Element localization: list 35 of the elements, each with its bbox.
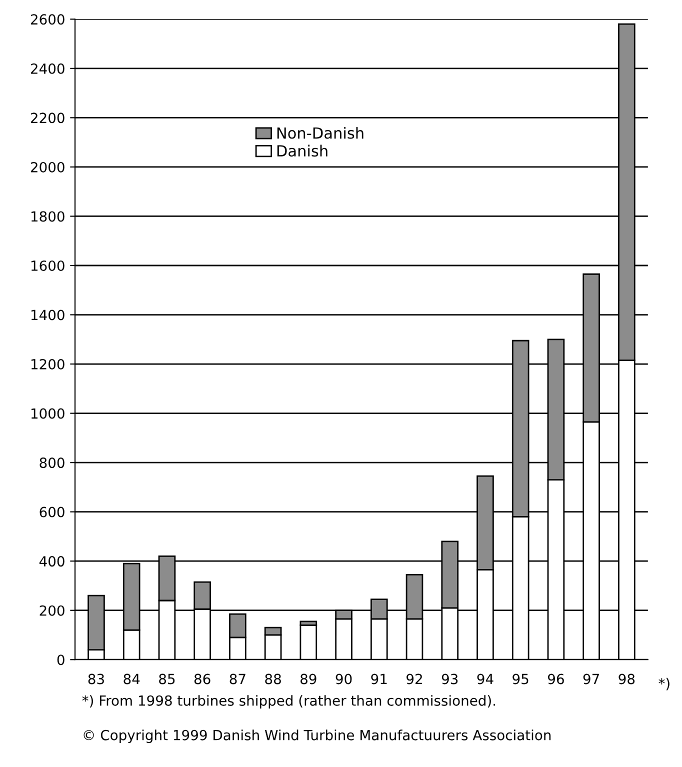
legend-label: Danish bbox=[277, 144, 328, 157]
x-tick-label: 87 bbox=[230, 674, 246, 684]
x-tick-label: 95 bbox=[512, 674, 528, 684]
y-tick-label: 2600 bbox=[30, 14, 64, 25]
x-tick-label: 96 bbox=[548, 674, 564, 684]
x-tick-label: 97 bbox=[583, 674, 599, 684]
legend-label: Non-Danish bbox=[277, 126, 364, 139]
y-tick-label: 1400 bbox=[31, 310, 64, 320]
y-tick-label: 2000 bbox=[30, 162, 64, 172]
y-tick-label: 200 bbox=[40, 605, 64, 616]
x-tick-label: 93 bbox=[442, 674, 458, 684]
y-tick-label: 1600 bbox=[31, 260, 64, 271]
x-tick-label: 89 bbox=[300, 674, 316, 684]
text: *) bbox=[658, 678, 670, 690]
y-tick-label: 1800 bbox=[31, 211, 64, 222]
x-tick-label: 94 bbox=[477, 674, 494, 684]
y-tick-label: 2200 bbox=[30, 112, 64, 124]
y-tick-label: 0 bbox=[57, 654, 64, 666]
x-tick-label: 83 bbox=[88, 674, 104, 684]
text: *) From 1998 turbines shipped (rather than commissioned). bbox=[82, 695, 496, 709]
x-tick-label: 91 bbox=[371, 674, 387, 684]
x-tick-label: 98 bbox=[618, 674, 635, 684]
x-tick-label: 85 bbox=[159, 674, 175, 684]
x-tick-label: 88 bbox=[265, 674, 281, 684]
y-tick-label: 2400 bbox=[30, 63, 64, 74]
x-tick-label: 84 bbox=[124, 674, 140, 684]
y-tick-label: 800 bbox=[40, 458, 64, 468]
y-tick-label: 400 bbox=[39, 556, 64, 567]
text: © Copyright 1999 Danish Wind Turbine Manufactuurers Association bbox=[84, 730, 551, 744]
x-tick-label: 86 bbox=[194, 674, 210, 684]
y-tick-label: 1200 bbox=[31, 359, 64, 370]
x-tick-label: 92 bbox=[406, 674, 422, 684]
x-tick-label: 90 bbox=[336, 674, 352, 684]
y-tick-label: 600 bbox=[40, 506, 64, 518]
y-tick-label: 1000 bbox=[31, 408, 64, 419]
